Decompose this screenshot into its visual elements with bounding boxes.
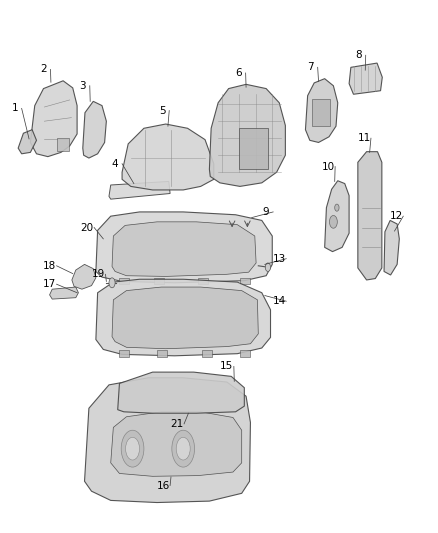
FancyBboxPatch shape: [154, 278, 164, 284]
Text: 14: 14: [272, 296, 286, 306]
Polygon shape: [83, 101, 106, 158]
Polygon shape: [358, 152, 382, 280]
Text: 9: 9: [263, 207, 269, 217]
FancyBboxPatch shape: [57, 138, 69, 151]
Circle shape: [176, 437, 190, 460]
Text: 16: 16: [156, 481, 170, 490]
Text: 1: 1: [11, 103, 18, 114]
FancyBboxPatch shape: [240, 278, 250, 284]
Text: 15: 15: [220, 361, 233, 372]
FancyBboxPatch shape: [157, 350, 166, 357]
Circle shape: [172, 430, 194, 467]
FancyBboxPatch shape: [202, 350, 212, 357]
Circle shape: [329, 215, 337, 228]
FancyBboxPatch shape: [198, 278, 208, 284]
Polygon shape: [112, 287, 258, 349]
Circle shape: [335, 204, 339, 211]
FancyBboxPatch shape: [240, 350, 250, 357]
Polygon shape: [96, 279, 271, 356]
Polygon shape: [325, 181, 349, 252]
Polygon shape: [112, 222, 256, 277]
Polygon shape: [109, 181, 170, 199]
Text: 21: 21: [170, 419, 184, 429]
Polygon shape: [49, 287, 78, 299]
Polygon shape: [72, 264, 96, 289]
Text: 2: 2: [40, 64, 47, 75]
Text: 11: 11: [357, 133, 371, 143]
Polygon shape: [96, 212, 272, 283]
Text: 17: 17: [43, 279, 56, 289]
FancyBboxPatch shape: [120, 278, 129, 284]
FancyBboxPatch shape: [311, 99, 330, 126]
Text: 19: 19: [92, 269, 105, 279]
Polygon shape: [18, 130, 36, 154]
Circle shape: [121, 430, 144, 467]
Polygon shape: [122, 124, 214, 190]
Text: 3: 3: [79, 81, 86, 91]
Polygon shape: [111, 412, 242, 477]
Text: 10: 10: [321, 161, 335, 172]
Text: 4: 4: [112, 159, 118, 169]
Text: 6: 6: [235, 68, 242, 78]
Text: 20: 20: [81, 222, 94, 232]
Polygon shape: [384, 221, 399, 275]
Polygon shape: [349, 63, 382, 94]
Polygon shape: [30, 81, 77, 157]
FancyBboxPatch shape: [239, 128, 268, 169]
Text: 7: 7: [307, 62, 314, 72]
Polygon shape: [209, 84, 286, 187]
Text: 12: 12: [390, 211, 403, 221]
FancyBboxPatch shape: [120, 350, 129, 357]
Circle shape: [126, 437, 140, 460]
Text: 5: 5: [159, 106, 166, 116]
Circle shape: [109, 278, 115, 288]
Polygon shape: [118, 372, 244, 413]
Polygon shape: [85, 378, 251, 503]
Circle shape: [265, 263, 271, 271]
Polygon shape: [305, 79, 338, 142]
Text: 8: 8: [355, 50, 362, 60]
Text: 13: 13: [272, 254, 286, 264]
Text: 18: 18: [43, 261, 56, 271]
